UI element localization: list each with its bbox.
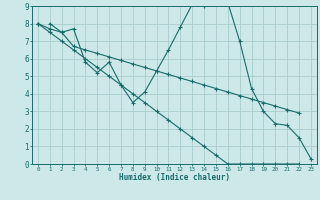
X-axis label: Humidex (Indice chaleur): Humidex (Indice chaleur) bbox=[119, 173, 230, 182]
